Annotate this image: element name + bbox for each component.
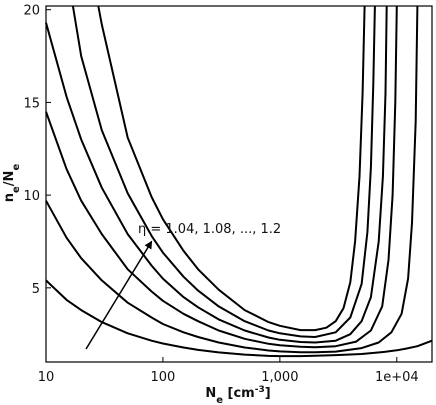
series-line-4 [45,5,388,344]
x-axis-label-unit: [cm [223,386,255,401]
series-line-2 [45,5,419,354]
plot-frame [45,5,433,363]
series-line-5 [71,5,376,338]
series-group [45,5,433,358]
x-tick-label-2: 100 [151,370,176,385]
y-axis-label: ne/Ne [2,164,22,203]
x-axis-label-close: ] [265,386,271,401]
series-line-6 [97,5,366,332]
y-axis: 5 10 15 20 [23,4,51,297]
y-axis-label-n: n [2,193,17,202]
x-axis-label: Ne [cm-3] [205,385,270,405]
x-axis-label-sup: -3 [255,385,265,395]
x-axis-label-sub: e [216,395,223,405]
y-axis-label-N-sub: e [11,164,22,171]
series-line-3 [45,5,398,349]
x-tick-label-1: 10 [38,370,55,385]
x-tick-label-3: 1,000 [261,370,298,385]
y-tick-label-3: 15 [23,96,40,111]
y-tick-label-4: 20 [23,4,40,19]
annotation-arrow [85,240,153,350]
y-tick-label-1: 5 [32,282,40,297]
annotation-label: η = 1.04, 1.08, ..., 1.2 [138,222,281,237]
y-axis-label-slash: /N [2,171,17,187]
y-tick-label-2: 10 [23,189,40,204]
y-axis-label-n-sub: e [11,186,22,193]
x-axis: 10 100 1,000 1e+04 [38,357,419,385]
series-line-1 [45,279,433,358]
x-tick-label-4: 1e+04 [375,370,419,385]
x-axis-label-main: N [205,386,216,401]
